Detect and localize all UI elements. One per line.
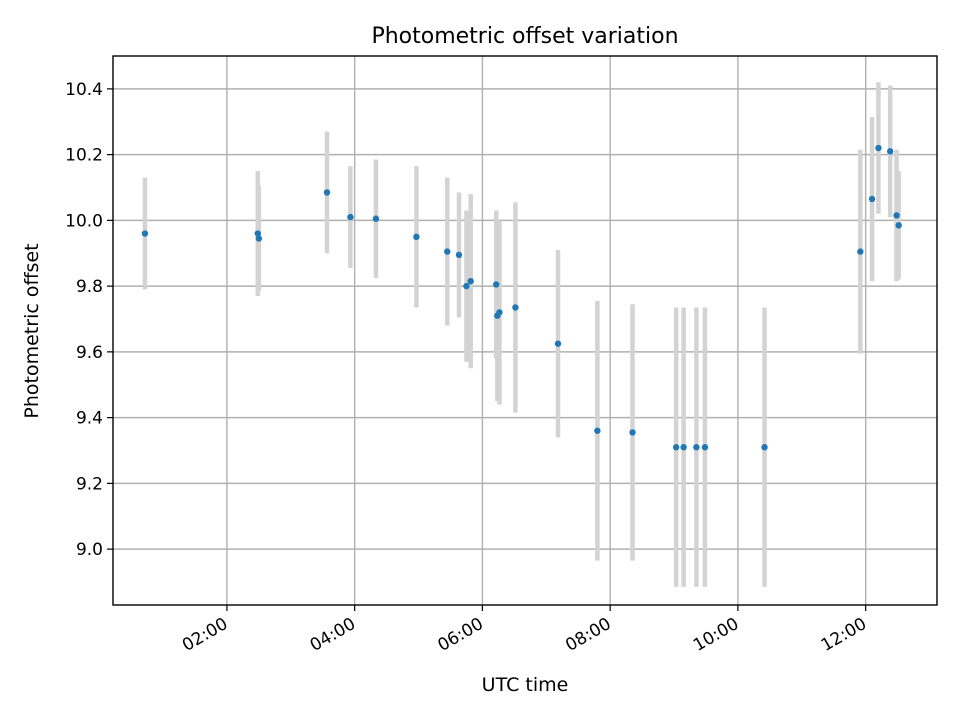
y-tick-label: 10.2 bbox=[65, 146, 103, 166]
data-point bbox=[255, 235, 263, 242]
data-point bbox=[141, 230, 149, 237]
y-tick-label: 9.2 bbox=[76, 474, 103, 494]
data-point bbox=[512, 304, 519, 311]
data-point bbox=[323, 189, 331, 196]
data-point bbox=[857, 248, 864, 255]
y-tick-label: 9.0 bbox=[76, 540, 103, 560]
data-point bbox=[467, 277, 474, 285]
data-point bbox=[672, 444, 680, 451]
data-point bbox=[554, 340, 562, 347]
y-tick-label: 9.4 bbox=[76, 409, 103, 429]
data-point bbox=[463, 282, 470, 290]
plot-frame bbox=[112, 55, 938, 606]
data-point bbox=[761, 444, 768, 451]
data-point bbox=[372, 215, 380, 222]
data-point bbox=[594, 427, 601, 434]
data-point bbox=[875, 144, 882, 152]
chart-title: Photometric offset variation bbox=[371, 24, 678, 49]
data-point bbox=[893, 212, 900, 219]
data-point bbox=[347, 213, 354, 221]
data-point bbox=[444, 248, 451, 255]
data-point bbox=[693, 444, 700, 451]
y-tick-label: 9.8 bbox=[76, 277, 103, 297]
y-tick-label: 10.4 bbox=[65, 80, 103, 100]
data-points bbox=[141, 144, 902, 451]
data-point bbox=[455, 251, 463, 259]
data-point bbox=[895, 222, 902, 229]
data-point bbox=[868, 195, 876, 203]
x-axis-label: UTC time bbox=[482, 674, 569, 696]
data-point bbox=[701, 444, 709, 451]
y-tick-label: 10.0 bbox=[65, 211, 103, 231]
data-point bbox=[496, 309, 503, 316]
data-point bbox=[254, 230, 261, 237]
grid bbox=[113, 56, 937, 605]
data-point bbox=[886, 148, 894, 155]
data-point bbox=[413, 233, 420, 241]
y-tick-label: 9.6 bbox=[76, 343, 103, 363]
data-point bbox=[629, 429, 636, 436]
data-point bbox=[680, 444, 687, 451]
data-point bbox=[493, 281, 500, 288]
y-axis-label: Photometric offset bbox=[21, 243, 43, 418]
